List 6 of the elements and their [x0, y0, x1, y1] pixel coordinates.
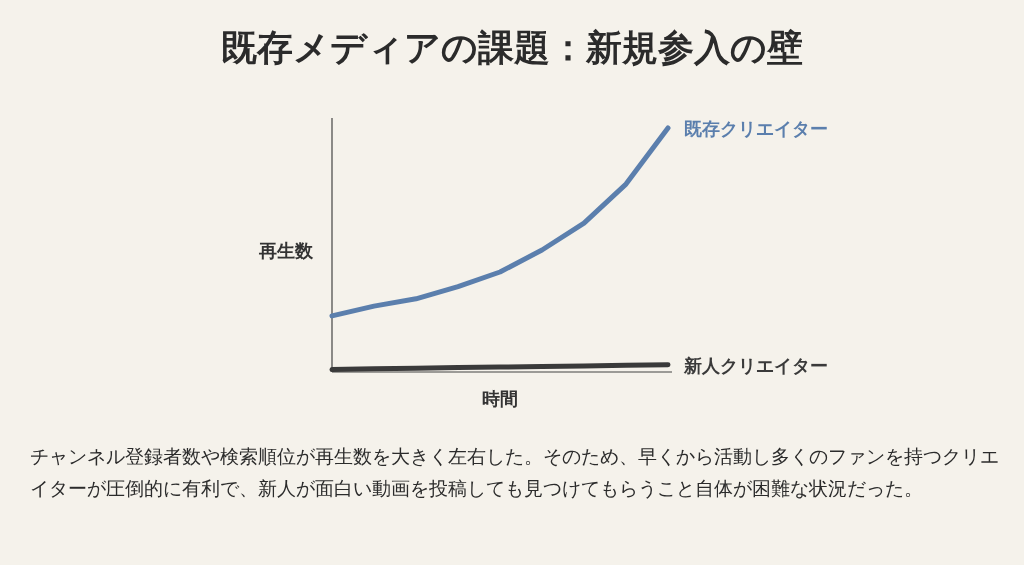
text: チャンネル登録者数や検索順位が再生数を大きく左右した。そのため、早くから活動し多くのファンを持つクリエイターが圧倒的に有利で、新人が面白い動画を投稿しても見つけてもらうこと自体が困難な状況だった。	[30, 444, 1000, 501]
series-label: 既存クリエイター	[684, 118, 828, 139]
y-axis-title: 再生数	[258, 240, 314, 261]
chart-title: 既存メディアの課題：新規参入の壁	[221, 27, 803, 68]
x-axis-title: 時間	[482, 388, 518, 409]
series-label: 新人クリエイター	[683, 354, 828, 376]
